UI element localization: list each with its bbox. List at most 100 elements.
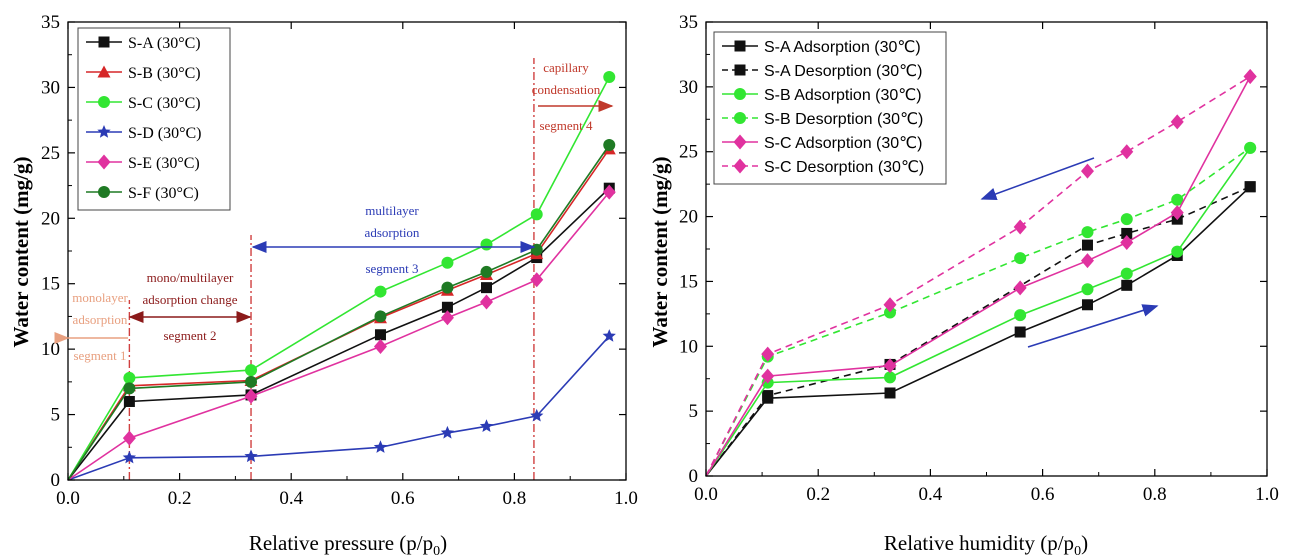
legend-entry: S-A Desorption (30℃) — [722, 63, 922, 80]
series-4 — [67, 184, 616, 481]
legend-entry: S-C (30°C) — [86, 95, 201, 112]
left-axes: 0.0 0.2 0.4 0.6 0.8 1.0 0 5 10 15 20 25 30 35 — [41, 12, 638, 509]
series-line — [67, 76, 611, 481]
legend-box — [77, 27, 231, 211]
data-point — [762, 390, 774, 402]
series-3 — [705, 141, 1257, 477]
y-tick-label: 5 — [689, 401, 699, 422]
series-line — [67, 335, 610, 481]
data-point — [123, 371, 136, 384]
data-point — [884, 387, 896, 399]
legend-marker — [97, 125, 111, 138]
data-point — [1120, 235, 1134, 251]
left-series-group — [67, 70, 616, 481]
series-5 — [67, 139, 616, 481]
data-point — [245, 375, 258, 388]
data-point — [441, 256, 454, 269]
series-line — [67, 144, 610, 481]
data-point — [530, 408, 544, 422]
right-direction-arrows — [980, 157, 1159, 348]
series-line — [67, 187, 610, 481]
data-point — [1013, 219, 1027, 235]
series-0 — [705, 181, 1256, 477]
y-tick-label: 0 — [689, 466, 699, 487]
legend-label: S-C (30°C) — [128, 95, 201, 112]
x-tick-label: 0.0 — [56, 488, 80, 509]
data-point — [374, 285, 387, 298]
y-tick-label: 35 — [679, 12, 698, 33]
data-point — [373, 339, 387, 355]
legend-label: S-A (30°C) — [128, 35, 201, 52]
data-point — [1120, 213, 1133, 226]
legend-label: S-F (30°C) — [128, 185, 199, 202]
data-point — [602, 329, 616, 342]
data-point — [530, 243, 543, 256]
data-point — [245, 364, 258, 377]
data-point — [1081, 226, 1094, 239]
data-point — [481, 282, 492, 294]
x-tick-label: 0.8 — [1143, 484, 1167, 505]
x-tick-label: 1.0 — [1255, 484, 1279, 505]
legend-marker — [733, 158, 747, 174]
right-y-axis-label: Water content (mg/g) — [648, 157, 672, 348]
segment-annotation: monolayer adsorption segment 1 — [54, 290, 128, 363]
data-point — [603, 70, 616, 83]
data-point — [1170, 205, 1184, 221]
series-line — [705, 76, 1251, 477]
data-point — [440, 425, 455, 439]
legend-label: S-A Adsorption (30℃) — [764, 39, 921, 56]
chart-right: 0.0 0.2 0.4 0.6 0.8 1.0 0 5 10 15 20 25 30 35 S-A Ads… — [648, 12, 1279, 559]
series-line — [705, 147, 1251, 477]
legend-marker — [733, 134, 747, 150]
data-point — [1244, 181, 1256, 193]
data-point — [123, 395, 135, 407]
x-tick-label: 0.4 — [279, 488, 303, 509]
y-tick-label: 15 — [41, 274, 60, 295]
left-y-axis-label: Water content (mg/g) — [9, 157, 33, 348]
data-point — [373, 440, 388, 453]
data-point — [441, 281, 454, 294]
legend-marker — [734, 40, 746, 52]
data-point — [1244, 141, 1257, 154]
legend-entry: S-C Desorption (30℃) — [722, 158, 924, 176]
data-point — [1080, 253, 1094, 269]
legend-entry: S-B Adsorption (30℃) — [722, 87, 922, 104]
legend-entry: S-A (30°C) — [86, 35, 201, 52]
data-point — [244, 449, 258, 463]
series-line — [705, 75, 1251, 477]
left-x-axis-label: Relative pressure (p/p0) — [249, 531, 447, 559]
y-tick-label: 25 — [679, 142, 698, 163]
annotation-text: adsorption — [365, 225, 420, 240]
annotation-text: segment 2 — [163, 328, 216, 343]
desorption-direction-arrow — [980, 157, 1095, 201]
data-point — [761, 346, 775, 362]
series-line — [705, 147, 1251, 477]
series-line — [67, 148, 610, 481]
left-legend: S-A (30°C) S-B (30°C) S-C (30°C) S-D (30°C)… — [77, 27, 231, 211]
legend-label: S-B Desorption (30℃) — [764, 111, 923, 128]
data-point — [374, 329, 386, 341]
legend-entry: S-D (30°C) — [86, 125, 202, 142]
data-point — [883, 358, 897, 374]
x-tick-label: 0.2 — [806, 484, 830, 505]
y-tick-label: 20 — [679, 207, 698, 228]
x-tick-label: 0.2 — [168, 488, 192, 509]
legend-entry: S-A Adsorption (30℃) — [722, 39, 921, 56]
y-tick-label: 35 — [41, 12, 60, 33]
data-point — [1081, 239, 1093, 251]
x-tick-label: 0.6 — [391, 488, 415, 509]
right-legend: S-A Adsorption (30℃) S-A Desorption (30℃)… — [713, 31, 947, 185]
data-point — [123, 382, 136, 395]
segment-divider-lines — [128, 58, 535, 480]
data-point — [244, 388, 258, 404]
data-point — [1013, 280, 1027, 296]
legend-entry: S-B (30°C) — [86, 65, 201, 82]
series-line — [705, 185, 1251, 477]
y-tick-label: 5 — [51, 405, 61, 426]
data-point — [1170, 114, 1184, 130]
y-tick-label: 10 — [679, 336, 698, 357]
segment-annotation: mono/multilayer adsorption change segment … — [128, 270, 252, 343]
chart-left: 0.0 0.2 0.4 0.6 0.8 1.0 0 5 10 15 20 25 30 35 monolay… — [9, 12, 638, 559]
right-series-group — [705, 68, 1257, 477]
